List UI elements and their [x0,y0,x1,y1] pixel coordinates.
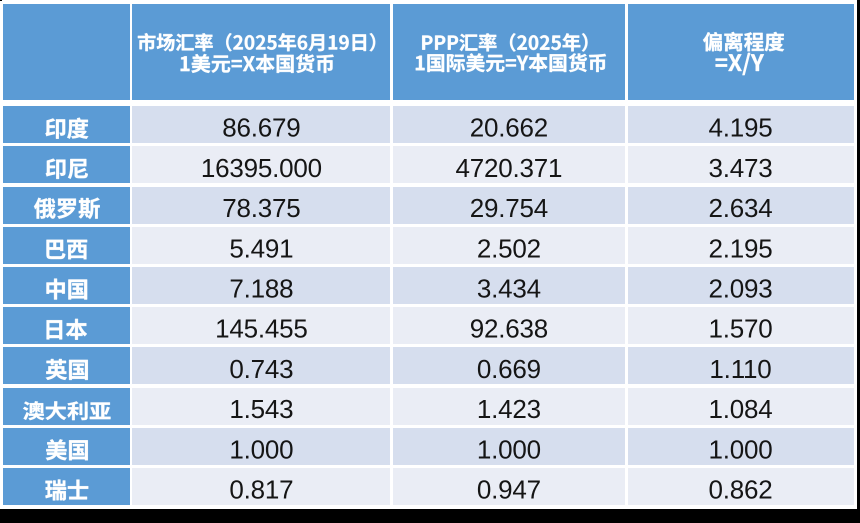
svg-text:78.375: 78.375 [222,193,300,223]
svg-text:92.638: 92.638 [470,314,548,344]
svg-text:1.110: 1.110 [709,354,771,384]
svg-text:2.093: 2.093 [708,274,772,304]
svg-text:0.862: 0.862 [708,475,772,505]
svg-text:5.491: 5.491 [229,233,293,263]
svg-text:1.543: 1.543 [229,394,293,424]
svg-text:16395.000: 16395.000 [201,153,322,183]
svg-text:0.669: 0.669 [477,354,541,384]
svg-text:2.195: 2.195 [708,233,772,263]
svg-text:20.662: 20.662 [470,113,548,143]
svg-text:1.000: 1.000 [229,434,293,464]
svg-text:1.423: 1.423 [477,394,541,424]
svg-text:0.947: 0.947 [477,475,541,505]
svg-text:145.455: 145.455 [215,314,308,344]
svg-text:4720.371: 4720.371 [455,153,562,183]
svg-text:4.195: 4.195 [708,113,772,143]
svg-text:3.473: 3.473 [708,153,772,183]
svg-text:1.000: 1.000 [708,434,772,464]
svg-text:7.188: 7.188 [229,274,293,304]
svg-text:1.570: 1.570 [708,314,772,344]
svg-text:2.634: 2.634 [708,193,772,223]
svg-text:0.817: 0.817 [229,475,293,505]
svg-text:3.434: 3.434 [477,274,541,304]
svg-text:86.679: 86.679 [222,113,300,143]
svg-text:0.743: 0.743 [229,354,293,384]
svg-text:2.502: 2.502 [477,233,541,263]
svg-text:1.000: 1.000 [477,434,541,464]
svg-text:1.084: 1.084 [708,394,772,424]
svg-text:29.754: 29.754 [470,193,548,223]
